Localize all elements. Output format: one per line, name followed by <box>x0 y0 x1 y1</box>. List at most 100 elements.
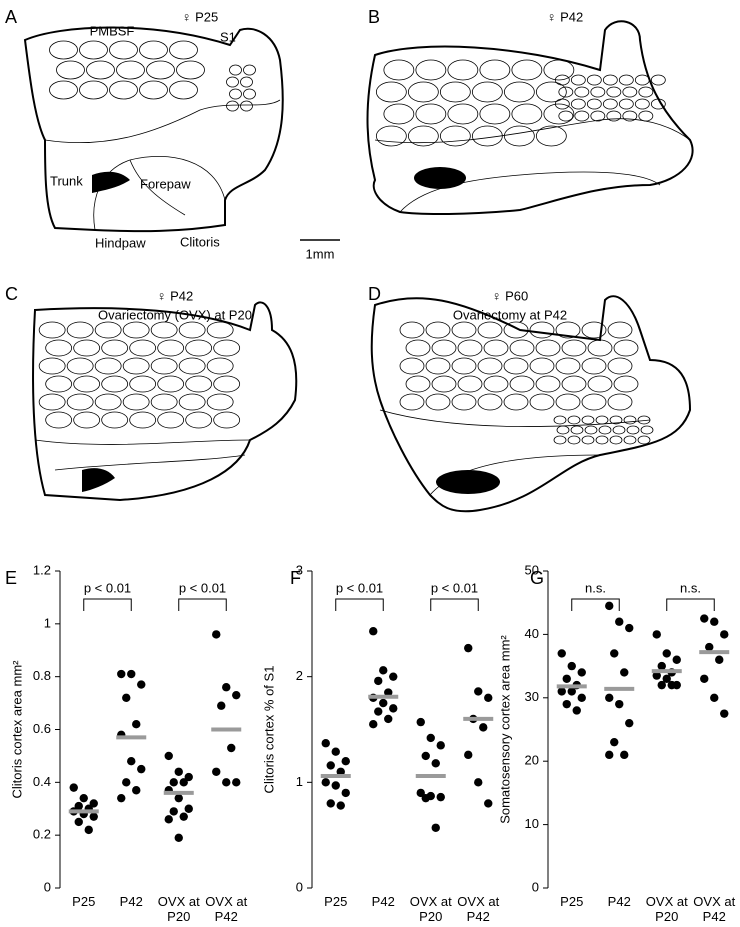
data-point <box>657 661 666 671</box>
barrel <box>399 321 425 339</box>
barrel <box>425 357 451 375</box>
barrel <box>586 98 602 110</box>
panel-letter: D <box>368 284 381 304</box>
data-point <box>127 757 136 766</box>
data-point <box>326 799 335 808</box>
panel-letter: G <box>530 568 544 588</box>
barrel <box>243 88 256 100</box>
barrel <box>511 103 543 125</box>
barrel <box>38 321 66 339</box>
data-point <box>212 767 221 776</box>
panel-title: ♀ P60 <box>492 288 529 303</box>
data-point <box>484 799 493 808</box>
barrel <box>471 81 503 103</box>
data-point <box>184 772 193 782</box>
barrel <box>240 100 253 112</box>
data-point <box>122 778 131 787</box>
y-tick-label: 20 <box>525 753 539 768</box>
y-tick-label: 0 <box>532 879 539 894</box>
barrel <box>431 375 457 393</box>
y-axis-title: Clitoris cortex % of S1 <box>261 666 276 794</box>
barrel <box>73 375 101 393</box>
data-point <box>117 793 126 803</box>
barrel <box>94 357 122 375</box>
cortex-outline <box>366 20 694 216</box>
barrel <box>554 98 570 110</box>
data-point <box>379 666 388 675</box>
data-point <box>336 767 345 776</box>
data-point <box>169 778 178 787</box>
x-tick-label: OVX at P20 <box>409 894 452 924</box>
data-point <box>132 720 141 729</box>
barrel <box>584 425 598 435</box>
barrel <box>471 125 503 147</box>
barrel <box>511 59 543 81</box>
data-point <box>326 761 335 770</box>
barrel <box>558 86 574 98</box>
significance-bracket <box>335 598 384 611</box>
barrel <box>169 80 198 100</box>
barrel <box>213 339 241 357</box>
barrel <box>574 110 590 122</box>
barrel <box>243 64 256 76</box>
clitoris-region <box>414 167 466 189</box>
barrel <box>553 415 567 425</box>
x-tick-label: OVX at P42 <box>457 894 500 924</box>
y-axis-title: Somatosensory cortex area mm² <box>497 635 512 824</box>
data-point <box>416 717 425 727</box>
region-label: PMBSF <box>90 23 135 38</box>
barrel <box>157 411 185 429</box>
data-point <box>710 617 719 626</box>
data-point <box>212 630 221 639</box>
x-tick-label: P25 <box>72 894 96 909</box>
barrel <box>590 110 606 122</box>
barrel <box>150 393 178 411</box>
data-point <box>384 714 393 724</box>
barrel <box>38 357 66 375</box>
barrel <box>543 103 575 125</box>
x-tick-label: OVX at P42 <box>693 894 736 924</box>
barrel <box>535 125 567 147</box>
data-point <box>222 683 231 692</box>
cortex-region <box>44 99 281 231</box>
barrel <box>226 100 239 112</box>
barrel <box>650 74 666 86</box>
data-point <box>421 751 430 761</box>
data-point <box>615 617 624 626</box>
data-point <box>577 693 586 702</box>
data-point <box>605 750 614 760</box>
barrel <box>101 411 129 429</box>
region-label: Forepaw <box>140 176 191 191</box>
data-point <box>174 793 183 803</box>
barrel <box>567 435 581 445</box>
barrel <box>375 81 407 103</box>
barrel <box>553 435 567 445</box>
cortex-outline <box>32 301 298 502</box>
y-tick-label: 0.4 <box>33 774 51 789</box>
data-point <box>374 707 383 716</box>
data-point <box>341 788 350 798</box>
significance-label: p < 0.01 <box>84 580 131 595</box>
y-tick-label: 10 <box>525 816 539 831</box>
data-point <box>174 833 183 843</box>
barrel <box>561 339 587 357</box>
x-tick-label: P25 <box>324 894 348 909</box>
significance-label: p < 0.01 <box>431 580 478 595</box>
barrel <box>595 415 609 425</box>
barrel <box>45 339 73 357</box>
barrel <box>415 103 447 125</box>
barrel <box>555 393 581 411</box>
y-tick-label: 2 <box>296 668 303 683</box>
data-point <box>662 649 671 658</box>
barrel <box>581 415 595 425</box>
barrel <box>206 321 234 339</box>
data-point <box>667 680 676 690</box>
barrel <box>509 339 535 357</box>
data-point <box>672 655 681 664</box>
barrel <box>561 375 587 393</box>
barrel <box>590 86 606 98</box>
data-point <box>74 817 83 827</box>
data-point <box>421 793 430 803</box>
barrel <box>405 339 431 357</box>
